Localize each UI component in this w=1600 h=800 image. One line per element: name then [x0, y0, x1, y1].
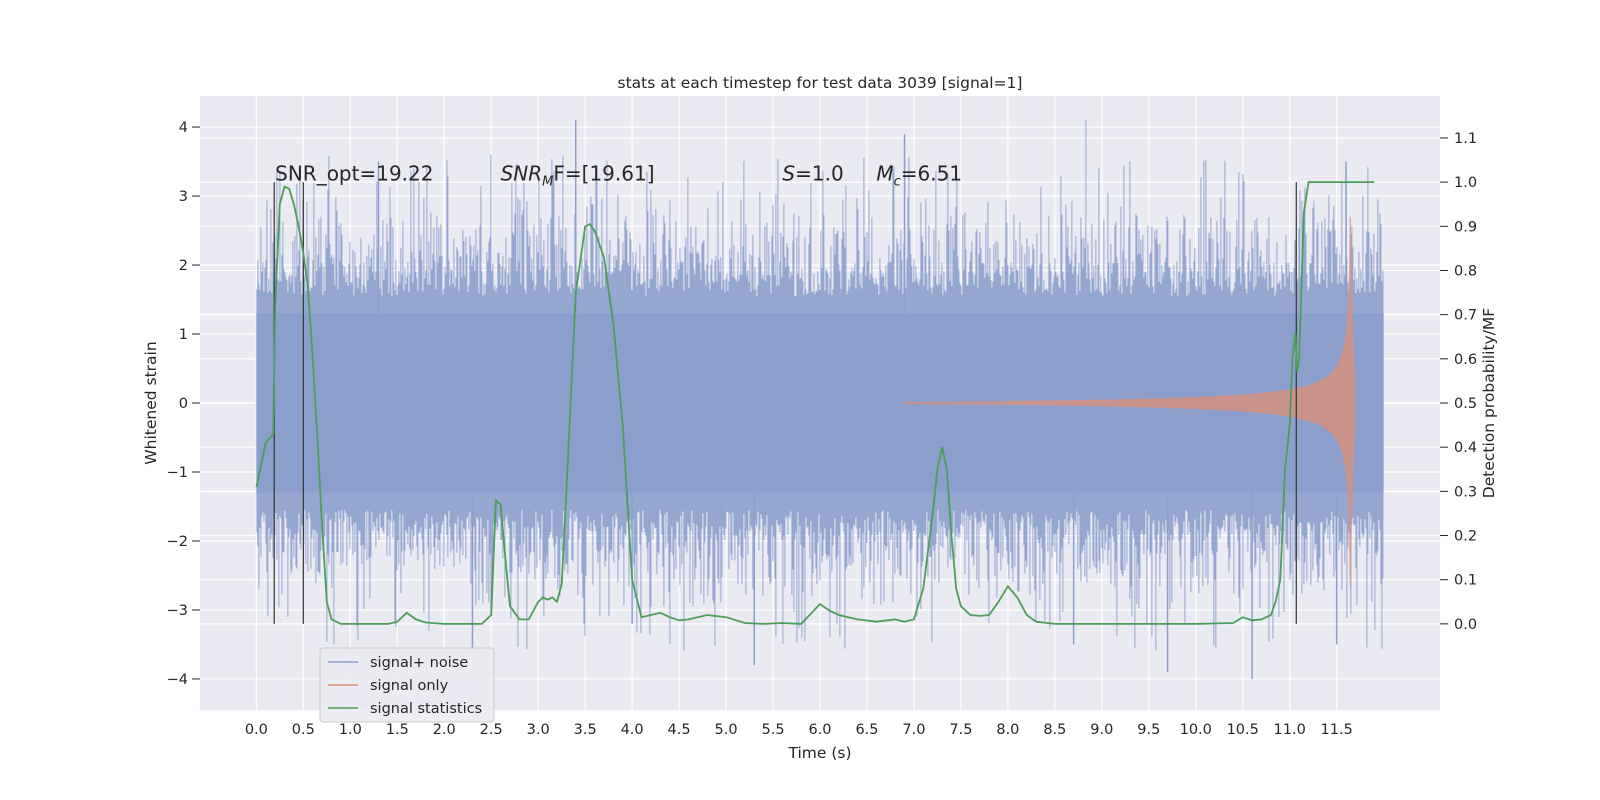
annotation-symbol: S — [782, 161, 795, 185]
x-tick-label: 9.0 — [1090, 722, 1113, 738]
annotation: SNR_opt=19.22 — [275, 161, 433, 185]
annotation-text: SNR_opt=19.22 — [275, 161, 433, 185]
x-axis-label: Time (s) — [787, 744, 851, 762]
annotation-value: =1.0 — [795, 161, 844, 185]
y-tick-label: 4 — [179, 120, 188, 136]
y-tick-label: 2 — [179, 258, 188, 274]
y2-tick-label: 1.0 — [1454, 175, 1477, 191]
y2-tick-label: 0.0 — [1454, 617, 1477, 633]
x-tick-label: 5.0 — [715, 722, 738, 738]
y-tick-label: −3 — [167, 603, 188, 619]
y-tick-label: 3 — [179, 189, 188, 205]
annotation: Mc=6.51 — [876, 161, 962, 189]
x-axis-ticks: 0.0 0.5 1.0 1.5 2.0 2.5 3.0 3.5 4.0 4.5 5.0 5.5 6.0 6… — [245, 722, 1353, 738]
x-tick-label: 11.5 — [1321, 722, 1353, 738]
x-tick-label: 7.5 — [949, 722, 972, 738]
x-tick-label: 3.0 — [527, 722, 550, 738]
y-axis-ticks: 4 3 2 1 0 −1 −2 −3 −4 — [167, 120, 200, 688]
statistics-line — [255, 181, 1375, 625]
x-tick-label: 3.5 — [574, 722, 597, 738]
y2-tick-label: 0.3 — [1454, 484, 1477, 500]
x-tick-label: 0.0 — [245, 722, 268, 738]
annotation: S=1.0 — [782, 161, 843, 185]
y2-tick-label: 0.7 — [1454, 308, 1477, 324]
x-tick-label: 6.5 — [855, 722, 878, 738]
legend-label-signal-statistics: signal statistics — [370, 701, 482, 717]
y-tick-label: 1 — [179, 327, 188, 343]
annotation-symbol: SNR — [501, 161, 543, 185]
x-tick-label: 2.5 — [480, 722, 503, 738]
legend-label-signal-plus-noise: signal+ noise — [370, 655, 468, 671]
x-tick-label: 2.0 — [433, 722, 456, 738]
x-tick-label: 5.5 — [761, 722, 784, 738]
series-signal-statistics — [255, 181, 1375, 625]
y-tick-label: −1 — [167, 465, 188, 481]
series-signal-only — [904, 216, 1356, 590]
annotations: SNR_opt=19.22 SNRMF=[19.61] S=1.0 Mc=6.51 — [275, 161, 962, 189]
x-tick-label: 8.5 — [1043, 722, 1066, 738]
y2-tick-label: 0.5 — [1454, 396, 1477, 412]
annotation-value: F=[19.61] — [553, 161, 654, 185]
x-tick-label: 9.5 — [1137, 722, 1160, 738]
annotation-subscript: M — [542, 174, 553, 189]
y2-tick-label: 0.1 — [1454, 573, 1477, 589]
x-tick-label: 1.0 — [339, 722, 362, 738]
y2-axis-label: Detection probability/MF — [1480, 308, 1498, 499]
x-tick-label: 0.5 — [292, 722, 315, 738]
y2-tick-label: 0.4 — [1454, 440, 1477, 456]
chart-title: stats at each timestep for test data 303… — [618, 74, 1023, 92]
x-tick-label: 11.0 — [1274, 722, 1306, 738]
x-tick-label: 7.0 — [902, 722, 925, 738]
y2-tick-label: 0.2 — [1454, 529, 1477, 545]
x-tick-label: 4.5 — [668, 722, 691, 738]
y2-tick-label: 0.9 — [1454, 219, 1477, 235]
y-axis-label: Whitened strain — [142, 341, 160, 464]
x-tick-label: 4.0 — [621, 722, 644, 738]
x-tick-label: 6.0 — [808, 722, 831, 738]
x-tick-label: 1.5 — [386, 722, 409, 738]
legend: signal+ noise signal only signal statist… — [319, 647, 495, 723]
y2-tick-label: 0.6 — [1454, 352, 1477, 368]
annotation-value: =6.51 — [901, 161, 962, 185]
legend-label-signal-only: signal only — [370, 678, 449, 694]
legend-box — [319, 647, 495, 723]
x-tick-label: 10.5 — [1227, 722, 1259, 738]
y2-axis-ticks: 1.1 1.0 0.9 0.8 0.7 0.6 0.5 0.4 0.3 0.2 0.1 0.0 — [1440, 131, 1477, 633]
annotation: SNRMF=[19.61] — [501, 161, 655, 189]
x-tick-label: 8.0 — [996, 722, 1019, 738]
y2-tick-label: 1.1 — [1454, 131, 1477, 147]
chirp-envelope — [904, 216, 1356, 590]
y-tick-label: −2 — [167, 534, 188, 550]
y-tick-label: −4 — [167, 672, 188, 688]
x-tick-label: 10.0 — [1180, 722, 1212, 738]
y-tick-label: 0 — [179, 396, 188, 412]
annotation-symbol: M — [876, 161, 893, 185]
y2-tick-label: 0.8 — [1454, 263, 1477, 279]
annotation-subscript: c — [894, 174, 901, 189]
